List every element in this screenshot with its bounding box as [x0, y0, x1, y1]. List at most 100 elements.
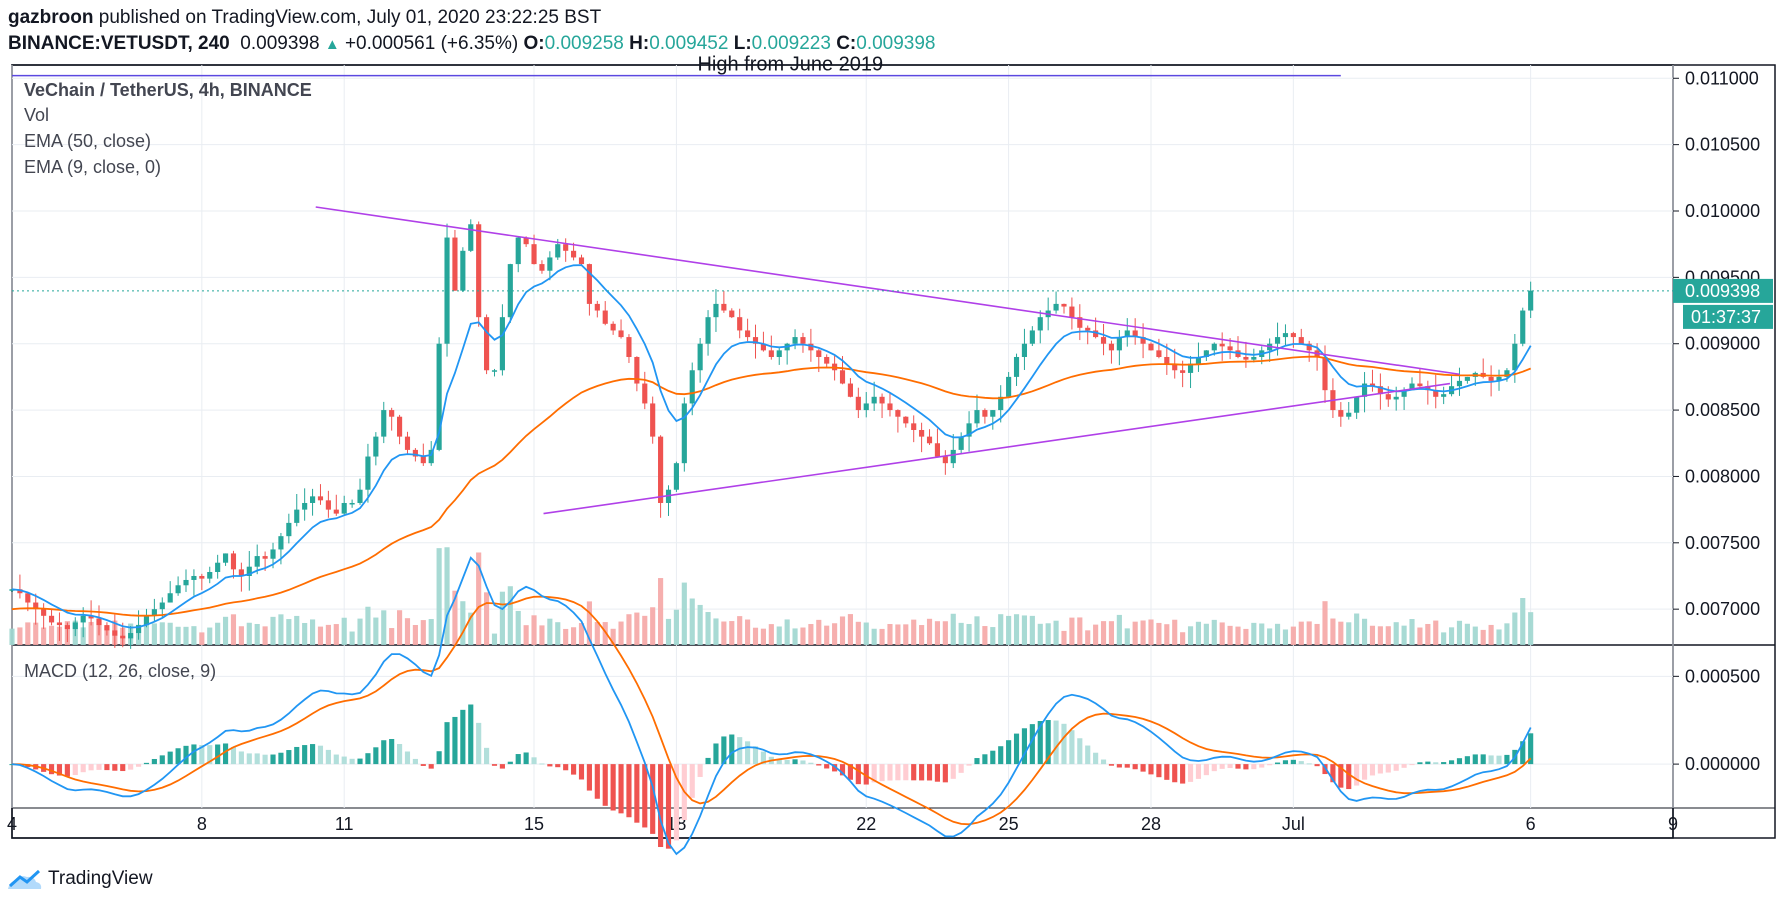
macd-bar	[563, 764, 569, 771]
macd-bar	[1504, 754, 1510, 765]
macd-bar	[689, 764, 695, 798]
macd-bar	[1274, 762, 1281, 765]
volume-bar	[1361, 618, 1368, 645]
volume-bar	[1013, 614, 1020, 645]
candle-body	[1021, 343, 1028, 357]
volume-bar	[729, 621, 735, 645]
volume-bar	[974, 616, 980, 645]
volume-bar	[816, 619, 822, 645]
candle-body	[1053, 303, 1059, 311]
candle-body	[658, 436, 664, 503]
volume-bar	[404, 618, 411, 645]
volume-bar	[1385, 626, 1391, 645]
candle-body	[950, 449, 956, 464]
legend-ema50[interactable]: EMA (50, close)	[24, 131, 152, 151]
volume-bar	[1053, 620, 1059, 645]
author-name[interactable]: gazbroon	[8, 7, 94, 28]
volume-bar	[1496, 629, 1502, 645]
volume-bar	[499, 591, 505, 645]
macd-bar	[183, 745, 189, 765]
macd-bar	[167, 751, 173, 765]
macd-bar	[1037, 721, 1043, 765]
candle-body	[507, 264, 513, 318]
candle-body	[634, 356, 640, 384]
volume-bar	[17, 627, 23, 645]
candle-body	[1203, 350, 1209, 357]
volume-bar	[665, 618, 672, 645]
candle-body	[1164, 356, 1170, 364]
candle-body	[934, 443, 941, 457]
legend-macd[interactable]: MACD (12, 26, close, 9)	[24, 661, 217, 681]
volume-bar	[1251, 622, 1257, 645]
macd-bar	[1013, 733, 1020, 765]
close-label: C:	[836, 33, 857, 54]
volume-bar	[950, 613, 956, 645]
volume-bar	[1148, 619, 1154, 645]
candle-body	[1282, 333, 1289, 338]
candle-body	[215, 562, 221, 573]
volume-bar	[1172, 619, 1178, 645]
macd-tick-label: 0.000500	[1685, 666, 1760, 686]
symbol-label: BINANCE:VETUSDT, 240	[8, 33, 230, 54]
volume-bar	[460, 601, 466, 645]
volume-bar	[1448, 627, 1455, 645]
legend-ema9[interactable]: EMA (9, close, 0)	[24, 157, 162, 177]
macd-bar	[784, 759, 790, 765]
tradingview-logo[interactable]: TradingView	[8, 868, 153, 890]
macd-bar	[887, 764, 893, 781]
volume-bar	[697, 604, 703, 645]
ema50-line	[11, 355, 1532, 617]
candle-body	[468, 224, 474, 251]
volume-bar	[468, 612, 474, 645]
macd-bar	[420, 764, 426, 766]
macd-bar	[341, 756, 347, 765]
volume-bar	[998, 614, 1004, 645]
volume-bar	[428, 619, 434, 645]
macd-bar	[839, 764, 846, 776]
candle-body	[998, 396, 1004, 411]
candle-body	[1488, 376, 1494, 381]
macd-bar	[56, 764, 63, 776]
candle-body	[594, 303, 600, 311]
macd-bar	[816, 764, 822, 766]
macd-bar	[990, 750, 996, 765]
macd-bar	[1369, 764, 1376, 776]
candle-body	[1290, 333, 1296, 338]
macd-bar	[847, 764, 853, 780]
legend-vol[interactable]: Vol	[24, 105, 50, 125]
candle-body	[341, 502, 347, 514]
volume-bar	[365, 606, 371, 645]
candle-body	[381, 410, 387, 437]
volume-bar	[452, 590, 458, 645]
candle-body	[555, 244, 561, 258]
macd-bar	[1132, 764, 1138, 770]
macd-bar	[855, 764, 861, 785]
candle-body	[1354, 396, 1360, 413]
volume-bar	[523, 625, 529, 645]
candle-body	[207, 572, 213, 579]
candle-body	[167, 593, 173, 603]
volume-bar	[547, 618, 553, 645]
macd-bar	[1195, 764, 1202, 779]
candle-body	[1061, 303, 1067, 307]
macd-bar	[1227, 764, 1233, 769]
macd-bar	[1433, 762, 1439, 765]
volume-bar	[48, 625, 55, 645]
candle-body	[681, 403, 687, 464]
volume-bar	[1077, 617, 1083, 645]
candle-body	[1077, 317, 1083, 328]
macd-bar	[697, 764, 703, 777]
macd-bar	[586, 764, 592, 791]
macd-tick-label: 0.000000	[1685, 754, 1760, 774]
volume-bar	[191, 626, 197, 645]
candle-body	[1528, 290, 1534, 311]
volume-bar	[626, 614, 632, 645]
macd-bar	[1093, 752, 1099, 765]
candle-body	[1385, 394, 1391, 400]
candle-body	[824, 356, 830, 364]
macd-bar	[151, 758, 157, 765]
volume-bar	[1259, 623, 1265, 645]
macd-bar	[1069, 730, 1075, 765]
macd-bar	[658, 764, 664, 848]
